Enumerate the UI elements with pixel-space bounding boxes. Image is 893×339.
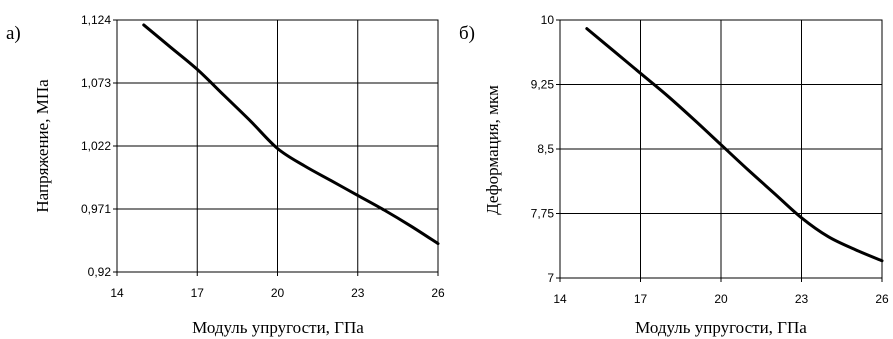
y-tick-label-a-0: 0,92	[88, 265, 112, 279]
x-axis-title-a: Модуль упругости, ГПа	[192, 318, 364, 337]
x-tick-labels-a: 14 17 20 23 26	[110, 286, 445, 300]
y-tick-label-b-4: 10	[541, 13, 555, 27]
y-tick-labels-b: 7 7,75 8,5 9,25 10	[531, 13, 555, 285]
y-tick-label-a-4: 1,124	[81, 13, 111, 27]
y-tick-label-a-1: 0,971	[81, 202, 111, 216]
y-tick-label-b-1: 7,75	[531, 207, 555, 221]
x-tick-label-b-4: 26	[875, 292, 889, 306]
x-tick-label-a-0: 14	[110, 286, 124, 300]
x-tick-label-a-3: 23	[351, 286, 365, 300]
x-tick-labels-b: 14 17 20 23 26	[553, 292, 889, 306]
y-axis-title-a: Напряжение, МПа	[33, 79, 52, 213]
chart-panel-stress: а) 0,92 0,971 1,022 1,073 1,124 14 17 20 23 26 М…	[6, 13, 445, 337]
x-tick-label-b-3: 23	[795, 292, 809, 306]
x-tick-label-a-4: 26	[431, 286, 445, 300]
y-tick-label-a-2: 1,022	[81, 139, 111, 153]
x-tick-label-a-1: 17	[191, 286, 205, 300]
y-axis-title-b: Деформация, мкм	[483, 85, 502, 215]
gridlines-b	[556, 19, 883, 282]
panel-label-a: а)	[6, 23, 21, 44]
x-tick-label-b-0: 14	[553, 292, 567, 306]
panel-label-b: б)	[459, 23, 475, 44]
plot-frame-a	[116, 19, 439, 273]
y-tick-label-b-0: 7	[547, 271, 554, 285]
y-tick-label-a-3: 1,073	[81, 76, 111, 90]
x-tick-label-b-1: 17	[634, 292, 648, 306]
y-tick-label-b-2: 8,5	[537, 142, 554, 156]
y-tick-label-b-3: 9,25	[531, 78, 555, 92]
chart-panel-deformation: б) 7 7,75 8,5 9,25 10 14 17 20 23 26 Модуль упру…	[459, 13, 889, 337]
x-axis-title-b: Модуль упругости, ГПа	[635, 318, 807, 337]
series-line-stress	[142, 23, 440, 246]
plot-frame-b	[559, 19, 883, 279]
y-tick-labels-a: 0,92 0,971 1,022 1,073 1,124	[81, 13, 111, 279]
x-tick-label-a-2: 20	[271, 286, 285, 300]
x-tick-label-b-2: 20	[714, 292, 728, 306]
series-line-deformation	[585, 27, 884, 263]
